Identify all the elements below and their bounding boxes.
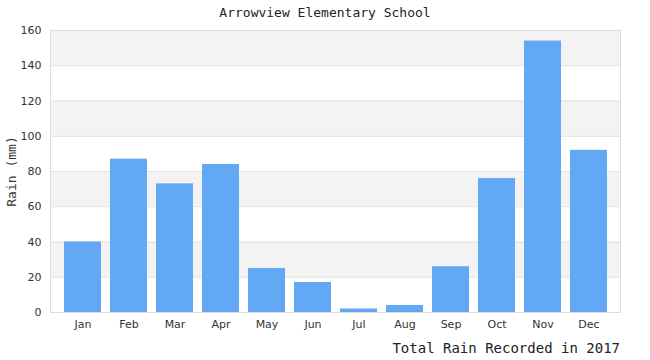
html-text:Total Rain Recorded in 2017: Total Rain Recorded in 2017: [392, 340, 620, 356]
svg-text:Jun: Jun: [303, 318, 321, 331]
svg-text:May: May: [256, 318, 279, 331]
svg-text:Apr: Apr: [211, 318, 231, 331]
svg-text:Sep: Sep: [441, 318, 462, 331]
svg-text:160: 160: [21, 24, 42, 37]
svg-text:120: 120: [21, 95, 42, 108]
svg-text:Rain (mm): Rain (mm): [4, 136, 19, 206]
svg-text:80: 80: [28, 165, 42, 178]
svg-text:20: 20: [28, 271, 42, 284]
svg-text:Aug: Aug: [394, 318, 415, 331]
svg-text:40: 40: [28, 236, 42, 249]
svg-text:Oct: Oct: [487, 318, 507, 331]
svg-text:Dec: Dec: [578, 318, 599, 331]
svg-text:60: 60: [28, 200, 42, 213]
svg-text:Nov: Nov: [532, 318, 554, 331]
svg-text:Jan: Jan: [74, 318, 92, 331]
svg-text:Mar: Mar: [165, 318, 186, 331]
svg-text:Feb: Feb: [119, 318, 138, 331]
html-text:Arrowview Elementary School: Arrowview Elementary School: [219, 5, 431, 20]
svg-text:140: 140: [21, 59, 42, 72]
svg-text:Jul: Jul: [351, 318, 365, 331]
svg-text:100: 100: [21, 130, 42, 143]
svg-text:0: 0: [35, 306, 42, 319]
